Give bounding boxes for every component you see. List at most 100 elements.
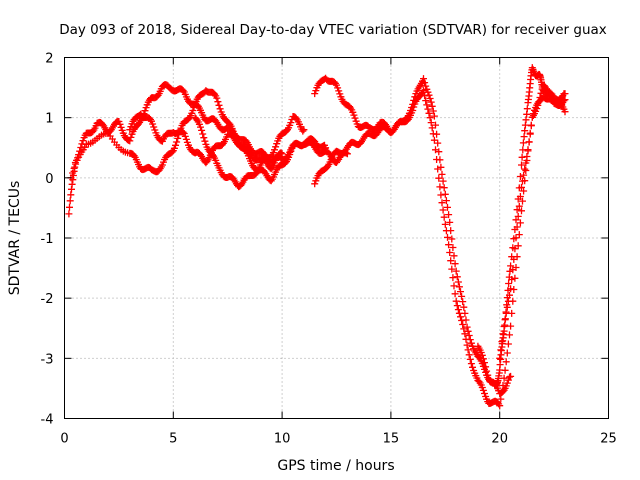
data-point-track-c — [267, 165, 275, 173]
x-tick-label: 0 — [60, 432, 68, 447]
data-point-track-h — [528, 113, 536, 121]
data-point-track-h — [521, 165, 529, 173]
data-point-track-f — [442, 227, 450, 235]
data-point-track-f — [432, 146, 439, 154]
data-point-track-c — [277, 149, 285, 157]
data-point-track-f — [457, 313, 464, 321]
data-point-track-b — [172, 141, 179, 149]
x-tick-label: 25 — [600, 432, 617, 447]
data-point-track-h — [500, 323, 508, 330]
data-point-track-e — [335, 87, 343, 95]
data-point-track-f — [461, 330, 469, 338]
data-point-track-e — [449, 244, 457, 251]
data-point-track-f — [459, 321, 467, 328]
data-point-track-f — [458, 317, 466, 324]
x-tick-label: 15 — [383, 432, 400, 447]
data-point-track-e — [445, 211, 453, 219]
data-point-track-e — [420, 75, 427, 83]
y-tick-label: 0 — [45, 172, 53, 187]
data-point-track-a — [116, 120, 124, 128]
chart-title: Day 093 of 2018, Sidereal Day-to-day VTE… — [59, 22, 607, 38]
data-point-track-f — [462, 335, 470, 343]
data-point-track-f — [499, 382, 507, 389]
y-tick-label: -1 — [41, 232, 54, 247]
data-point-track-e — [426, 95, 434, 102]
data-point-track-g — [520, 133, 528, 141]
data-point-track-f — [463, 341, 471, 349]
data-point-track-g — [522, 116, 530, 124]
data-point-track-f — [311, 180, 319, 188]
data-point-track-g — [521, 127, 529, 135]
data-point-track-h — [497, 346, 505, 354]
data-point-track-f — [504, 340, 512, 348]
data-point-track-b — [170, 144, 178, 152]
data-point-track-f — [434, 165, 442, 173]
data-point-track-f — [511, 274, 519, 282]
data-point-track-a — [79, 137, 87, 145]
data-point-track-d — [201, 137, 209, 145]
data-point-track-f — [422, 97, 430, 105]
y-tick-label: 1 — [45, 112, 53, 127]
data-point-track-d — [292, 114, 300, 122]
y-tick-label: 2 — [45, 52, 53, 67]
data-point-track-e — [450, 252, 458, 260]
data-point-track-f — [467, 360, 475, 368]
data-point-track-h — [501, 316, 509, 324]
data-point-track-b — [168, 148, 176, 156]
data-point-track-f — [425, 109, 433, 117]
data-point-track-f — [469, 363, 476, 371]
data-point-track-e — [440, 184, 448, 192]
data-point-track-c — [149, 120, 157, 128]
data-point-track-b — [73, 156, 81, 164]
data-point-track-g — [519, 139, 527, 147]
data-point-track-h — [529, 110, 537, 118]
data-point-track-c — [126, 126, 134, 134]
axis-ticks — [64, 57, 609, 419]
data-point-track-b — [173, 138, 181, 146]
data-point-track-h — [510, 255, 518, 263]
data-point-track-d — [198, 126, 206, 134]
data-point-track-h — [496, 354, 504, 362]
data-point-track-e — [422, 82, 430, 90]
data-point-track-h — [516, 193, 524, 200]
data-point-track-e — [459, 298, 467, 306]
x-tick-label: 10 — [274, 432, 291, 447]
data-point-track-f — [506, 331, 513, 339]
data-point-track-f — [427, 119, 435, 127]
data-point-track-a — [127, 133, 135, 141]
data-point-track-h — [525, 138, 533, 146]
data-point-track-e — [444, 203, 451, 211]
data-point-track-g — [484, 371, 492, 379]
data-point-track-e — [430, 112, 438, 120]
data-point-track-g — [505, 280, 513, 287]
data-point-track-h — [518, 183, 525, 191]
data-point-track-f — [450, 282, 458, 290]
data-point-track-f — [507, 322, 515, 330]
data-point-track-f — [446, 249, 454, 256]
data-point-track-f — [497, 395, 505, 403]
data-point-track-e — [455, 283, 463, 291]
data-point-track-e — [454, 278, 462, 286]
data-point-track-a — [66, 203, 73, 211]
data-point-track-e — [428, 102, 436, 110]
data-point-track-f — [479, 386, 487, 394]
data-point-track-f — [444, 233, 451, 241]
data-point-track-b — [215, 101, 223, 109]
x-tick-labels: 0 5 10 15 20 25 — [60, 432, 616, 447]
data-point-track-d — [200, 134, 208, 142]
data-point-track-b — [216, 105, 224, 113]
data-point-track-f — [435, 174, 443, 182]
data-point-track-g — [518, 161, 525, 169]
data-point-track-c — [181, 132, 189, 140]
data-point-track-f — [455, 309, 463, 317]
data-point-track-e — [351, 114, 359, 122]
data-point-track-e — [429, 107, 437, 115]
data-point-track-a — [179, 87, 187, 94]
data-point-track-h — [513, 223, 521, 231]
data-point-track-e — [448, 235, 456, 243]
data-point-track-f — [409, 107, 417, 114]
data-point-track-f — [438, 199, 446, 207]
data-point-track-e — [460, 303, 468, 311]
data-point-track-f — [464, 346, 472, 354]
data-point-track-f — [453, 302, 461, 310]
